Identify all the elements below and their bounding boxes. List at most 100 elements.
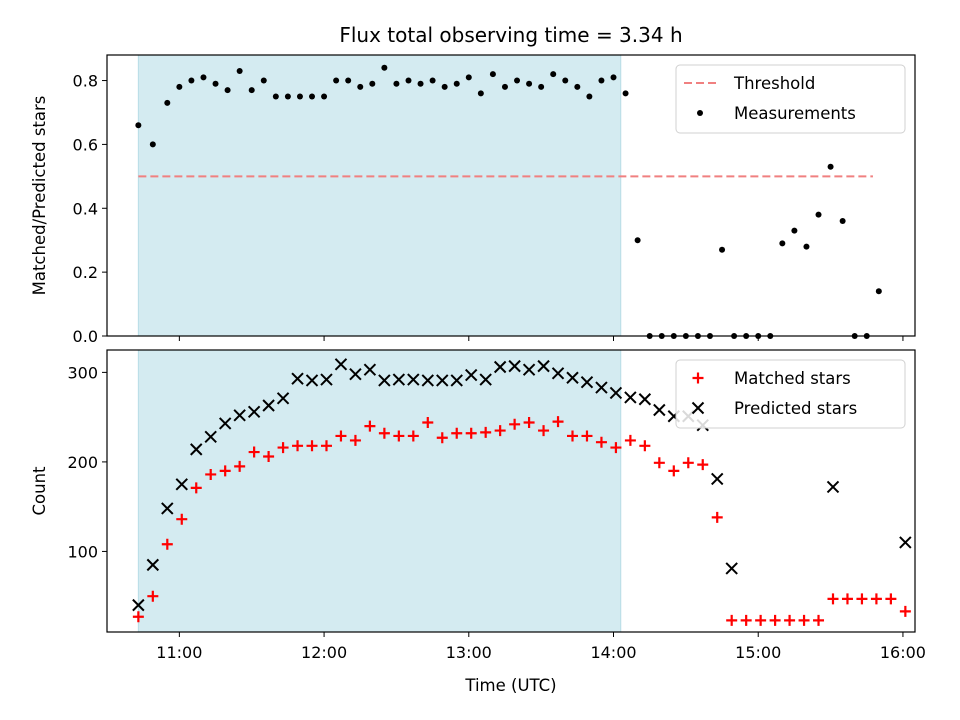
matched-star-point bbox=[147, 590, 159, 602]
legend-box bbox=[675, 64, 906, 134]
matched-star-point bbox=[190, 482, 202, 494]
predicted-star-point bbox=[161, 502, 174, 515]
measurement-point bbox=[369, 80, 376, 87]
legend-label: Measurements bbox=[734, 104, 856, 123]
matched-star-point bbox=[263, 451, 275, 463]
x-axis-label: Time (UTC) bbox=[464, 676, 556, 695]
x-tick-label: 11:00 bbox=[156, 643, 202, 662]
matched-star-point bbox=[292, 440, 304, 452]
measurement-point bbox=[188, 77, 195, 84]
matched-star-point bbox=[335, 430, 347, 442]
legend-measurement-swatch bbox=[697, 110, 703, 116]
measurement-point bbox=[827, 163, 834, 170]
matched-star-point bbox=[624, 434, 636, 446]
measurement-point bbox=[815, 211, 822, 218]
matched-star-point bbox=[523, 417, 535, 429]
predicted-star-point bbox=[218, 417, 232, 430]
matched-star-point bbox=[755, 614, 767, 626]
measurement-point bbox=[236, 67, 243, 74]
predicted-star-point bbox=[190, 443, 203, 456]
predicted-star-point bbox=[580, 376, 594, 389]
predicted-star-point bbox=[609, 386, 623, 400]
measurement-point bbox=[212, 80, 219, 87]
predicted-star-point bbox=[638, 393, 652, 406]
y-tick-label: 300 bbox=[67, 363, 98, 382]
predicted-star-point bbox=[522, 363, 536, 376]
matched-star-point bbox=[581, 430, 593, 442]
y-tick-label: 0.4 bbox=[73, 199, 98, 218]
matched-star-point bbox=[668, 465, 680, 477]
measurement-point bbox=[477, 90, 484, 97]
matched-star-point bbox=[639, 440, 651, 452]
predicted-star-point bbox=[233, 409, 246, 422]
legend-label: Predicted stars bbox=[734, 399, 857, 418]
measurement-point bbox=[562, 77, 569, 84]
predicted-star-point bbox=[262, 399, 275, 412]
matched-star-point bbox=[422, 417, 434, 429]
matched-star-point bbox=[595, 436, 607, 448]
measurement-point bbox=[248, 87, 255, 94]
measurement-point bbox=[803, 243, 810, 250]
measurement-point bbox=[321, 93, 328, 100]
measurement-point bbox=[538, 83, 545, 90]
x-tick-label: 14:00 bbox=[590, 643, 636, 662]
matched-star-point bbox=[480, 426, 492, 438]
measurement-point bbox=[465, 74, 472, 81]
y-axis-label: Matched/Predicted stars bbox=[30, 96, 49, 296]
measurement-point bbox=[176, 83, 183, 90]
predicted-star-point bbox=[711, 472, 724, 486]
measurement-point bbox=[634, 237, 641, 244]
matched-star-point bbox=[320, 440, 332, 452]
measurement-point bbox=[200, 74, 207, 81]
matched-star-point bbox=[653, 457, 665, 469]
predicted-star-point bbox=[464, 368, 478, 382]
matched-star-point bbox=[711, 511, 723, 523]
y-tick-label: 0.8 bbox=[73, 72, 98, 91]
x-tick-label: 15:00 bbox=[735, 643, 781, 662]
x-tick-label: 13:00 bbox=[446, 643, 492, 662]
measurement-point bbox=[393, 80, 400, 87]
measurement-point bbox=[405, 77, 412, 84]
y-tick-label: 0.2 bbox=[73, 263, 98, 282]
predicted-star-point bbox=[204, 430, 217, 444]
matched-star-point bbox=[726, 614, 738, 626]
x-tick-label: 12:00 bbox=[301, 643, 347, 662]
measurement-point bbox=[272, 93, 279, 100]
measurement-point bbox=[526, 80, 533, 87]
matched-star-point bbox=[885, 593, 897, 605]
matched-star-point bbox=[841, 593, 853, 605]
ratio-panel: 0.0 0.2 0.4 0.6 0.8 Matched/Predicted stars Th… bbox=[30, 54, 916, 346]
measurement-point bbox=[224, 87, 231, 94]
matched-star-point bbox=[870, 593, 882, 605]
matched-star-point bbox=[407, 430, 419, 442]
predicted-star-point bbox=[421, 374, 434, 387]
observing-window bbox=[137, 54, 622, 337]
matched-star-point bbox=[856, 593, 868, 605]
matched-star-point bbox=[827, 593, 839, 605]
predicted-star-point bbox=[508, 359, 521, 373]
measurement-point bbox=[719, 246, 726, 253]
predicted-star-point bbox=[899, 536, 912, 549]
matched-star-point bbox=[567, 430, 579, 442]
predicted-star-point bbox=[392, 373, 406, 386]
legend-box bbox=[675, 359, 906, 429]
matched-star-point bbox=[697, 459, 709, 471]
predicted-star-point bbox=[479, 373, 492, 386]
matched-star-point bbox=[176, 513, 188, 525]
y-tick-label: 0.0 bbox=[73, 327, 98, 346]
plot-frame bbox=[106, 54, 916, 337]
matched-star-point bbox=[364, 420, 376, 432]
measurement-point bbox=[791, 227, 798, 234]
measurement-point bbox=[501, 83, 508, 90]
predicted-star-point bbox=[826, 480, 840, 494]
matched-star-point bbox=[451, 427, 463, 439]
matched-star-point bbox=[132, 611, 144, 623]
predicted-star-point bbox=[653, 403, 666, 417]
measurement-point bbox=[610, 74, 617, 81]
measurement-point bbox=[260, 77, 267, 84]
matched-star-point bbox=[798, 614, 810, 626]
observing-window bbox=[137, 349, 622, 633]
predicted-star-point bbox=[595, 381, 608, 394]
matched-star-point bbox=[248, 446, 260, 458]
